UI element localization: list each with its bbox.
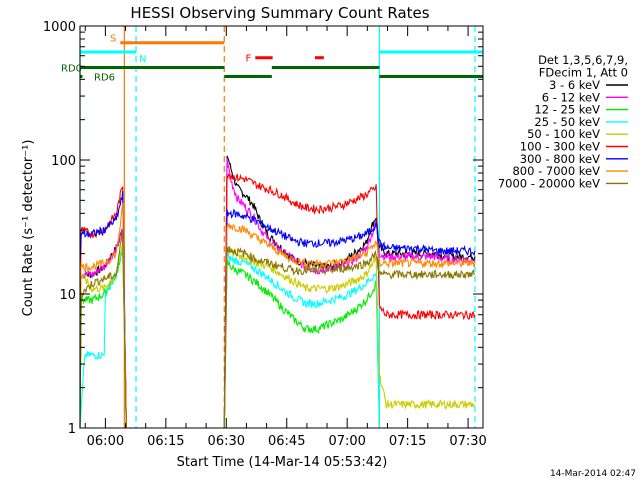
x-tick-label-5: 07:15 (389, 434, 426, 449)
x-tick-label-4: 07:00 (328, 434, 365, 449)
y-axis-label: Count Rate (s⁻¹ detector⁻¹) (21, 140, 36, 317)
y-tick-label-2: 100 (51, 154, 76, 169)
series-line-6 (79, 191, 476, 429)
flag-label-rd6: RD6 (94, 72, 115, 83)
x-tick-label-1: 06:15 (147, 434, 184, 449)
y-tick-label-1: 10 (59, 288, 76, 303)
y-tick-label-3: 1000 (43, 20, 76, 35)
series-line-1 (79, 157, 476, 429)
legend-entry-4: 50 - 100 keV (527, 127, 600, 141)
x-tick-label-2: 06:30 (208, 434, 245, 449)
flag-label-s: S (110, 34, 116, 45)
x-tick-label-3: 06:45 (268, 434, 305, 449)
legend-entry-3: 25 - 50 keV (534, 115, 600, 129)
legend: Det 1,3,5,6,7,9,FDecim 1, Att 03 - 6 keV… (498, 53, 628, 190)
y-tick-label-0: 1 (68, 422, 76, 437)
legend-entry-0: 3 - 6 keV (549, 78, 600, 92)
legend-entry-5: 100 - 300 keV (520, 140, 600, 154)
legend-entry-1: 6 - 12 keV (542, 90, 600, 104)
plot-area: S N RD0 RD6 F (61, 26, 483, 429)
y-axis: 1 10 100 1000 (43, 20, 483, 437)
x-tick-label-0: 06:00 (87, 434, 124, 449)
plot-frame (79, 25, 484, 429)
legend-entry-7: 800 - 7000 keV (512, 164, 600, 178)
x-axis-label: Start Time (14-Mar-14 05:53:42) (177, 455, 388, 470)
legend-entry-6: 300 - 800 keV (520, 152, 600, 166)
legend-header-0: Det 1,3,5,6,7,9, (538, 53, 628, 67)
footer-date: 14-Mar-2014 02:47 (550, 469, 636, 479)
chart-title: HESSI Observing Summary Count Rates (130, 4, 429, 22)
legend-header-1: FDecim 1, Att 0 (539, 66, 628, 80)
series-line-4 (79, 242, 476, 429)
x-axis: 06:00 06:15 06:30 06:45 07:00 07:15 07:30 (84, 26, 487, 449)
flag-label-f: F (246, 54, 252, 65)
x-tick-label-6: 07:30 (449, 434, 486, 449)
flag-label-rd0: RD0 (61, 64, 82, 75)
legend-entry-8: 7000 - 20000 keV (498, 176, 600, 190)
legend-entry-2: 12 - 25 keV (534, 103, 600, 117)
series-line-0 (79, 155, 476, 429)
flag-label-n: N (139, 54, 146, 65)
